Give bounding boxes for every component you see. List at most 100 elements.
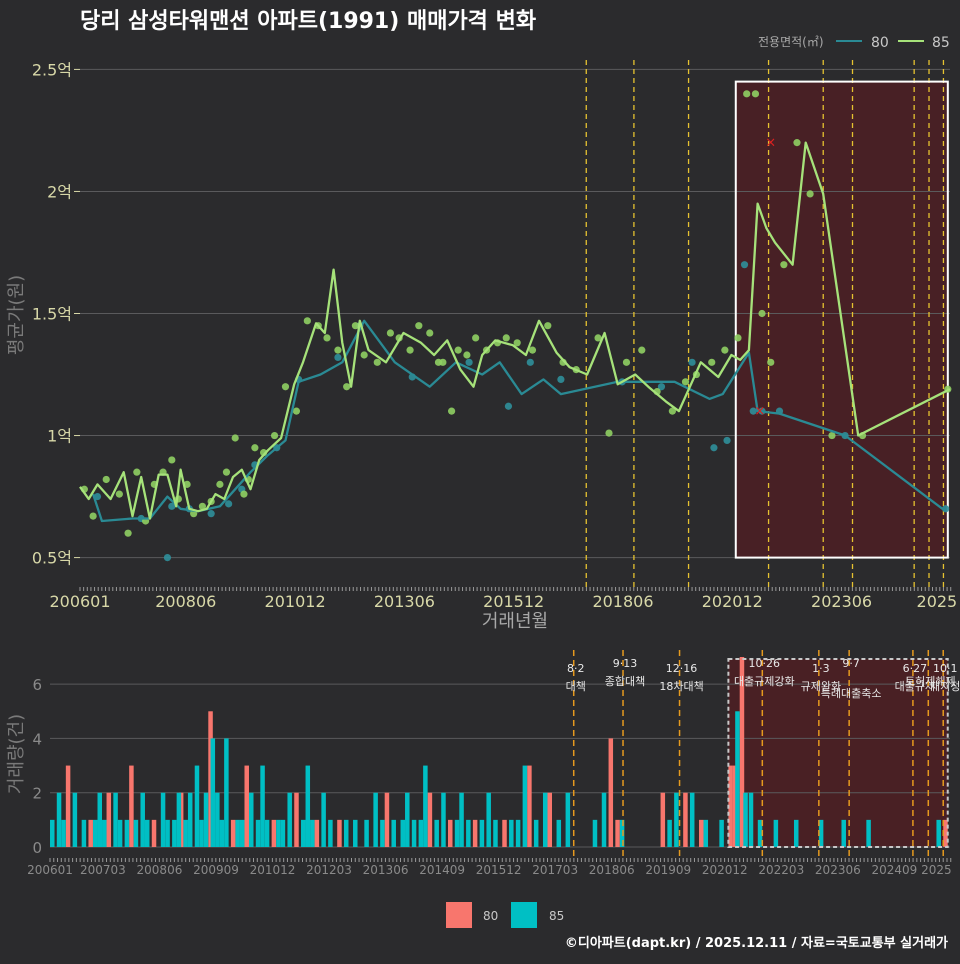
bar-85 — [287, 792, 292, 847]
bar-85 — [515, 819, 521, 847]
point-85 — [133, 468, 141, 476]
point-80 — [334, 353, 342, 362]
volume-chart: 0 2 4 6 8·2 대책 9·13 종합대책 12·16 18차대책 10·26 대출규제강화 1·… — [27, 650, 960, 877]
bar-85 — [92, 819, 98, 847]
point-85 — [426, 329, 434, 337]
bar-85 — [667, 819, 672, 847]
policy-name: 대책 — [566, 680, 586, 693]
point-80 — [225, 500, 233, 508]
x-tick-label: 2025 — [921, 863, 952, 877]
bar-80 — [178, 792, 184, 847]
point-85 — [222, 468, 231, 476]
point-85 — [767, 358, 775, 366]
y-tick-label: 0.5억 — [32, 549, 72, 568]
bar-85 — [113, 792, 118, 847]
credit-text: ©디아파트(dapt.kr) / 2025.12.11 / 자료=국토교통부 실… — [565, 935, 948, 951]
bar-80 — [129, 765, 134, 847]
point-85 — [793, 139, 801, 147]
x-tick-label: 201306 — [374, 592, 435, 611]
point-85 — [373, 358, 381, 366]
bar-85 — [235, 819, 240, 847]
point-85 — [472, 334, 480, 342]
policy-name: 규제완화 — [801, 680, 841, 693]
bar-85 — [533, 819, 539, 847]
x-tick-label: 200909 — [193, 863, 239, 877]
point-85 — [216, 480, 224, 488]
bar-85 — [459, 792, 464, 847]
bar-85 — [260, 765, 265, 847]
bar-85 — [255, 819, 261, 847]
bar-85 — [72, 792, 78, 847]
chart-title: 당리 삼성타워맨션 아파트(1991) 매매가격 변화 — [80, 9, 536, 34]
point-80 — [465, 358, 473, 366]
x-tick-label: 200806 — [155, 592, 216, 611]
bar-80 — [943, 819, 948, 847]
legend-bottom: 80 85 — [446, 902, 564, 928]
bar-85 — [172, 819, 177, 847]
bar-85 — [310, 819, 315, 847]
point-85 — [605, 429, 613, 437]
point-85 — [360, 351, 368, 359]
legend-top: 전용면적(㎡) 80 85 — [758, 35, 950, 51]
bar-85 — [411, 819, 417, 847]
point-85 — [439, 358, 447, 366]
x-tick-label: 2025 — [917, 592, 958, 611]
bar-85 — [343, 819, 349, 847]
bar-85 — [434, 819, 439, 847]
bar-80 — [472, 819, 478, 847]
point-85 — [89, 512, 97, 520]
policy-name: 특례대출축소 — [821, 687, 882, 700]
point-80 — [710, 444, 718, 452]
bar-85 — [56, 792, 62, 847]
bar-85 — [936, 819, 941, 847]
y-tick-label: 1억 — [47, 427, 72, 446]
x-tick-label: 202012 — [702, 863, 748, 877]
bar-85 — [486, 792, 491, 847]
x-axis-title: 거래년월 — [482, 611, 548, 632]
highlight-region — [728, 659, 948, 847]
point-85 — [681, 378, 690, 386]
x-tick-label: 200601 — [27, 863, 73, 877]
bar-85 — [423, 765, 428, 847]
point-85 — [721, 346, 729, 354]
bar-85 — [305, 765, 311, 847]
point-85 — [528, 346, 537, 354]
bar-85 — [50, 819, 55, 847]
point-85 — [102, 475, 110, 484]
policy-date: 12·16 — [666, 662, 698, 675]
x-tick-label: 200703 — [80, 863, 126, 877]
bar-85 — [133, 819, 139, 847]
bar-85 — [542, 792, 548, 847]
bar-85 — [841, 819, 846, 847]
bar-85 — [224, 738, 229, 847]
point-85 — [448, 407, 456, 415]
bar-80 — [527, 765, 532, 847]
point-80 — [740, 261, 749, 269]
bar-80 — [230, 819, 236, 847]
bar-85 — [391, 819, 396, 847]
bar-80 — [608, 738, 614, 847]
bar-85 — [719, 819, 724, 847]
point-85 — [281, 383, 290, 391]
point-85 — [323, 334, 331, 342]
x-tick-label: 201512 — [476, 863, 522, 877]
y-tick-label: 0 — [32, 839, 42, 857]
bar-85 — [280, 819, 286, 847]
point-85 — [251, 444, 259, 452]
bar-85 — [321, 792, 326, 847]
bar-85 — [239, 819, 245, 847]
bar-85 — [215, 792, 220, 847]
bar-85 — [102, 819, 107, 847]
bar-85 — [441, 792, 446, 847]
bar-85 — [689, 792, 695, 847]
bar-80 — [615, 819, 620, 847]
legend-80-label: 80 — [871, 35, 889, 51]
policy-date: 9·7 — [842, 657, 860, 670]
y-tick-label: 2억 — [47, 182, 72, 201]
bar-80 — [337, 819, 342, 847]
bar-85 — [203, 792, 209, 847]
point-85 — [198, 502, 207, 510]
point-85 — [168, 456, 176, 464]
bar-85 — [210, 738, 216, 847]
